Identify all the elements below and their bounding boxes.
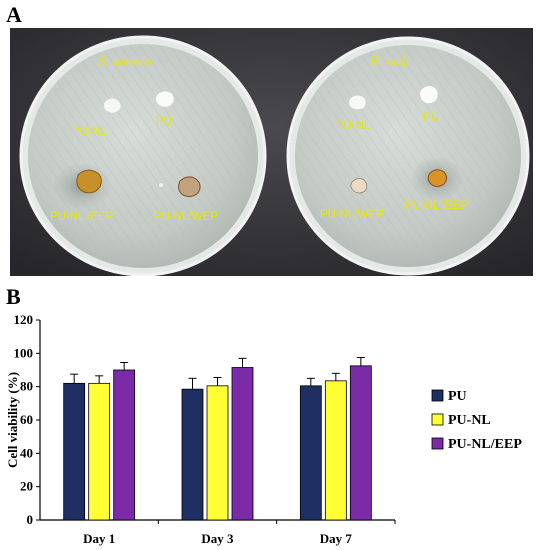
y-tick-label: 100 [14,345,34,360]
petri-dish-photo: S. aureus PU-NL PU PU-NL /EEP PU-NL/WEP … [10,28,533,276]
pu-sample [156,91,174,107]
pu-nl-eep-sample [427,169,447,187]
legend-label: PU-NL [448,413,491,428]
right-petri-dish [286,36,530,276]
left-label-pu: PU [156,116,172,128]
panel-b-letter: B [6,284,21,309]
left-petri-dish [19,35,267,276]
pu-nl-sample [103,98,121,113]
bar-pu-nl-day-3 [206,385,229,521]
legend-swatch [431,437,444,450]
right-label-pu-nl-eep: PU-NL /EEP [405,200,469,212]
pu-nl-wep-sample [350,178,368,194]
bar-pu-day-1 [63,382,86,521]
legend-label: PU-NL/EEP [448,437,522,452]
y-tick-label: 60 [20,412,33,427]
left-plate-species: S. aureus [98,54,153,70]
bar-pu-nl-eep-day-7 [349,365,372,521]
legend-label: PU [448,389,467,404]
y-tick-label: 40 [20,445,33,460]
y-tick-label: 80 [20,379,33,394]
right-label-pu-nl-wep: PU-NL/WEP [320,209,384,221]
pu-sample [420,86,438,104]
bar-pu-nl-day-1 [88,382,111,521]
right-plate-species: E. coli [369,54,409,70]
panel-a-letter: A [6,2,22,27]
bar-pu-nl-eep-day-3 [231,367,254,521]
cell-viability-chart: 0 20 40 60 80 100 120 Cell viability (%) Day 1 Da… [5,312,522,546]
x-tick-label: Day 3 [201,531,234,546]
legend-swatch [431,413,444,426]
pu-nl-sample [349,95,366,110]
left-label-pu-nl: PU-NL [72,126,107,138]
y-tick-label: 120 [14,312,34,327]
right-label-pu-nl: PU-NL [336,120,371,132]
legend-swatch [431,389,444,402]
bar-pu-day-3 [181,388,204,521]
left-label-pu-nl-eep: PU-NL /EEP [50,211,114,223]
pu-nl-wep-sample [178,176,201,198]
bar-pu-nl-day-7 [324,380,347,521]
x-tick-label: Day 1 [83,531,115,546]
y-axis-title: Cell viability (%) [5,372,20,468]
left-label-pu-nl-wep: PU-NL/WEP [154,211,218,223]
right-label-pu: PU [423,112,439,124]
y-tick-label: 20 [20,479,33,494]
x-tick-label: Day 7 [320,531,353,546]
pu-nl-eep-sample [76,169,102,194]
bar-pu-nl-eep-day-1 [113,369,136,521]
bar-pu-day-7 [299,385,322,521]
y-tick-label: 0 [27,512,34,527]
